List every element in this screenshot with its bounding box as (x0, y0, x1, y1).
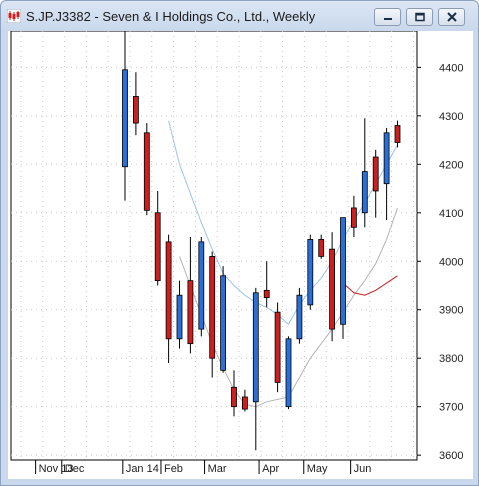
candlestick-chart[interactable]: 3600 3700 3800 3900 4000 4100 4200 4300 4400 Nov … (8, 31, 473, 479)
y-tick-label: 4400 (439, 62, 463, 74)
minimize-button[interactable] (374, 8, 401, 26)
x-tick-label: Nov 13 (39, 463, 74, 475)
y-tick-label: 3600 (439, 450, 463, 462)
candle-body[interactable] (274, 311, 281, 383)
y-tick-label: 4000 (439, 256, 463, 268)
y-tick-label: 3800 (439, 353, 463, 365)
x-tick-label: Apr (262, 463, 279, 475)
candle-body[interactable] (220, 275, 227, 371)
candle-body[interactable] (165, 241, 172, 340)
candle-body[interactable] (296, 294, 303, 340)
candle-body[interactable] (176, 294, 183, 340)
x-tick-label: Feb (164, 463, 183, 475)
candle-body[interactable] (318, 239, 325, 257)
candle-body[interactable] (340, 217, 346, 325)
moving-average-long (342, 275, 398, 296)
x-tick-label: Dec (65, 463, 85, 475)
candle-body[interactable] (209, 256, 216, 359)
candle-body[interactable] (187, 280, 194, 345)
candle-body[interactable] (252, 292, 259, 403)
chart-area: 3600 3700 3800 3900 4000 4100 4200 4300 4400 Nov … (8, 31, 473, 479)
candle-body[interactable] (383, 132, 390, 185)
plot-area (10, 31, 418, 461)
candle-body[interactable] (263, 289, 270, 299)
candle-body[interactable] (285, 338, 292, 408)
candle-body[interactable] (372, 156, 379, 192)
candle-body[interactable] (143, 132, 150, 211)
candlestick-chart-icon (7, 9, 21, 23)
moving-average-short (168, 120, 398, 326)
window-title: S.JP.J3382 - Seven & I Holdings Co., Ltd… (26, 9, 316, 24)
y-tick-label: 3900 (439, 305, 463, 317)
candle-body[interactable] (361, 171, 368, 214)
y-tick-label: 4100 (439, 208, 463, 220)
candle-body[interactable] (307, 239, 314, 306)
candle-body[interactable] (154, 212, 161, 282)
x-tick-label: May (307, 463, 328, 475)
y-tick-label: 3700 (439, 402, 463, 414)
x-tick-label: Jun (354, 463, 372, 475)
y-tick-label: 4300 (439, 111, 463, 123)
title-bar[interactable]: S.JP.J3382 - Seven & I Holdings Co., Ltd… (1, 1, 478, 31)
x-tick-label: Jan 14 (126, 463, 159, 475)
candle-body[interactable] (329, 248, 336, 330)
x-tick-label: Mar (208, 463, 227, 475)
candle-body[interactable] (231, 386, 237, 408)
candle-body[interactable] (198, 241, 205, 330)
close-icon (447, 12, 457, 22)
restore-icon (415, 12, 425, 22)
minimize-icon (384, 18, 392, 20)
candle-body[interactable] (133, 96, 139, 124)
candle-body[interactable] (394, 125, 401, 143)
candle-body[interactable] (241, 396, 248, 410)
candle-body[interactable] (350, 207, 357, 228)
y-tick-label: 4200 (439, 159, 463, 171)
candle-body[interactable] (122, 69, 128, 168)
close-button[interactable] (438, 8, 465, 26)
restore-button[interactable] (406, 8, 433, 26)
